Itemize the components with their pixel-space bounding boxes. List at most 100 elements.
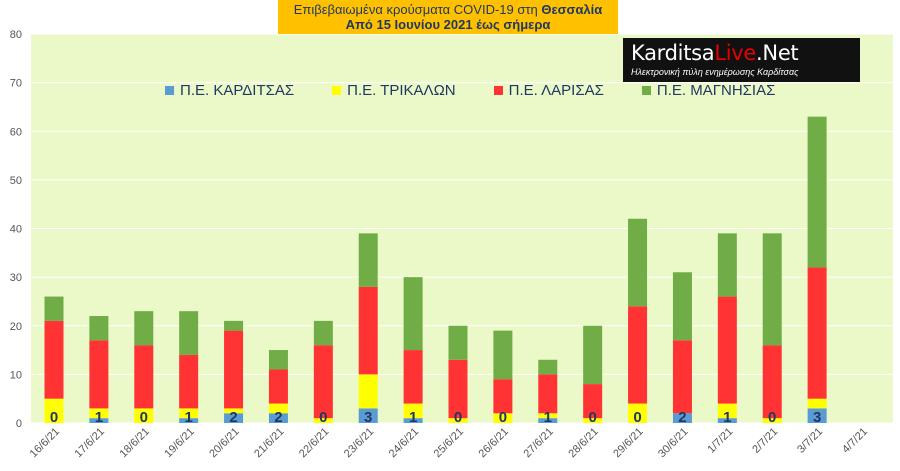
bars	[44, 116, 827, 423]
data-label: 1	[544, 409, 552, 426]
title-region: Θεσσαλία	[541, 2, 603, 17]
bar-segment	[179, 354, 199, 409]
bar-segment	[583, 418, 603, 423]
bar-segment	[538, 374, 558, 414]
y-tick-label: 0	[16, 418, 22, 430]
bar-segment	[583, 325, 603, 385]
x-tick-label: 4/7/21	[840, 426, 870, 456]
title-line-2: Από 15 Ιουνίου 2021 έως σήμερα	[345, 17, 551, 32]
x-tick-label: 28/6/21	[566, 426, 600, 460]
bar-segment	[493, 330, 513, 380]
x-tick-label: 2/7/21	[750, 426, 780, 456]
legend-item-karditsa: Π.Ε. ΚΑΡΔΙΤΣΑΣ	[165, 82, 294, 99]
y-tick-label: 50	[10, 175, 22, 187]
bar-segment	[403, 418, 423, 423]
bar-segment	[224, 413, 244, 423]
bar-segment	[762, 345, 782, 419]
bar-segment	[762, 418, 782, 423]
data-label: 0	[140, 409, 148, 426]
x-tick-label: 24/6/21	[387, 426, 421, 460]
logo-name-part2: Live	[714, 41, 757, 65]
bar-segment	[717, 418, 737, 423]
site-logo: KarditsaLive.Net Ηλεκτρονική πύλη ενημέρ…	[623, 38, 860, 82]
x-tick-label: 16/6/21	[28, 426, 62, 460]
y-tick-label: 70	[10, 78, 22, 90]
x-tick-label: 3/7/21	[795, 426, 825, 456]
bar-segment	[358, 408, 378, 423]
x-tick-label: 17/6/21	[73, 426, 107, 460]
x-tick-label: 27/6/21	[521, 426, 555, 460]
bar-segment	[44, 398, 64, 423]
bar-segment	[448, 359, 468, 419]
y-tick-label: 10	[10, 369, 22, 381]
data-labels: 0 1 0 1 2 2 0 3 1 0 0 1 0 0 2 1 0 3	[50, 409, 821, 426]
bar-segment	[44, 320, 64, 399]
data-label: 0	[588, 409, 596, 426]
data-label: 0	[319, 409, 327, 426]
bar-segment	[179, 311, 199, 355]
bar-segment	[89, 418, 109, 423]
x-tick-label: 1/7/21	[705, 426, 735, 456]
bar-segment	[807, 408, 827, 423]
legend-swatch-magnisia	[641, 85, 651, 95]
y-tick-label: 80	[10, 29, 22, 41]
legend-label-trikala: Π.Ε. ΤΡΙΚΑΛΩΝ	[347, 81, 456, 99]
bar-segment	[268, 369, 288, 404]
y-tick-label: 60	[10, 126, 22, 138]
data-label: 2	[274, 409, 282, 426]
data-label: 1	[95, 409, 103, 426]
x-tick-label: 19/6/21	[162, 426, 196, 460]
data-label: 0	[50, 409, 58, 426]
legend-swatch-larisa	[493, 85, 503, 95]
bar-segment	[268, 413, 288, 423]
data-label: 3	[364, 409, 372, 426]
chart-legend: Π.Ε. ΚΑΡΔΙΤΣΑΣ Π.Ε. ΤΡΙΚΑΛΩΝ Π.Ε. ΛΑΡΙΣΑ…	[165, 80, 813, 100]
legend-label-larisa: Π.Ε. ΛΑΡΙΣΑΣ	[508, 81, 604, 99]
y-axis-ticks: 0 10 20 30 40 50 60 70 80	[10, 29, 22, 430]
bar-segment	[717, 403, 737, 419]
bar-segment	[628, 306, 648, 404]
legend-swatch-trikala	[332, 85, 342, 95]
bar-segment	[448, 418, 468, 423]
x-tick-label: 29/6/21	[611, 426, 645, 460]
bar-segment	[807, 267, 827, 399]
x-tick-label: 26/6/21	[477, 426, 511, 460]
title-prefix: Επιβεβαιωμένα κρούσματα COVID-19 στη	[293, 2, 542, 17]
x-tick-label: 18/6/21	[117, 426, 151, 460]
bar-segment	[628, 218, 648, 307]
x-tick-label: 20/6/21	[207, 426, 241, 460]
bar-segment	[313, 418, 333, 423]
legend-swatch-karditsa	[165, 85, 174, 95]
bar-segment	[717, 233, 737, 297]
bar-segment	[89, 316, 109, 341]
y-tick-label: 40	[10, 224, 22, 236]
legend-item-magnisia: Π.Ε. ΜΑΓΝΗΣΙΑΣ	[641, 82, 775, 99]
bar-segment	[268, 403, 288, 414]
bar-segment	[224, 320, 244, 331]
bar-segment	[538, 418, 558, 423]
bar-segment	[179, 408, 199, 419]
bar-segment	[134, 408, 154, 423]
data-label: 1	[184, 409, 192, 426]
x-axis-ticks: 16/6/21 17/6/21 18/6/21 19/6/21 20/6/21 21/6/…	[28, 426, 870, 460]
legend-label-karditsa: Π.Ε. ΚΑΡΔΙΤΣΑΣ	[180, 81, 295, 99]
y-tick-label: 30	[10, 272, 22, 284]
data-label: 0	[454, 409, 462, 426]
logo-name: KarditsaLive.Net	[631, 41, 854, 65]
bar-segment	[179, 418, 199, 423]
legend-item-larisa: Π.Ε. ΛΑΡΙΣΑΣ	[493, 81, 604, 99]
bar-segment	[672, 413, 692, 423]
bar-segment	[628, 403, 648, 423]
bar-segment	[403, 403, 423, 419]
bar-segment	[493, 379, 513, 414]
bar-segment	[672, 272, 692, 341]
title-line-1: Επιβεβαιωμένα κρούσματα COVID-19 στη Θεσ…	[278, 2, 618, 17]
bar-segment	[672, 340, 692, 414]
data-label: 2	[678, 409, 686, 426]
bar-segment	[89, 408, 109, 419]
bar-segment	[717, 296, 737, 404]
bar-segment	[313, 345, 333, 419]
y-tick-label: 20	[10, 321, 22, 333]
bar-segment	[403, 277, 423, 351]
